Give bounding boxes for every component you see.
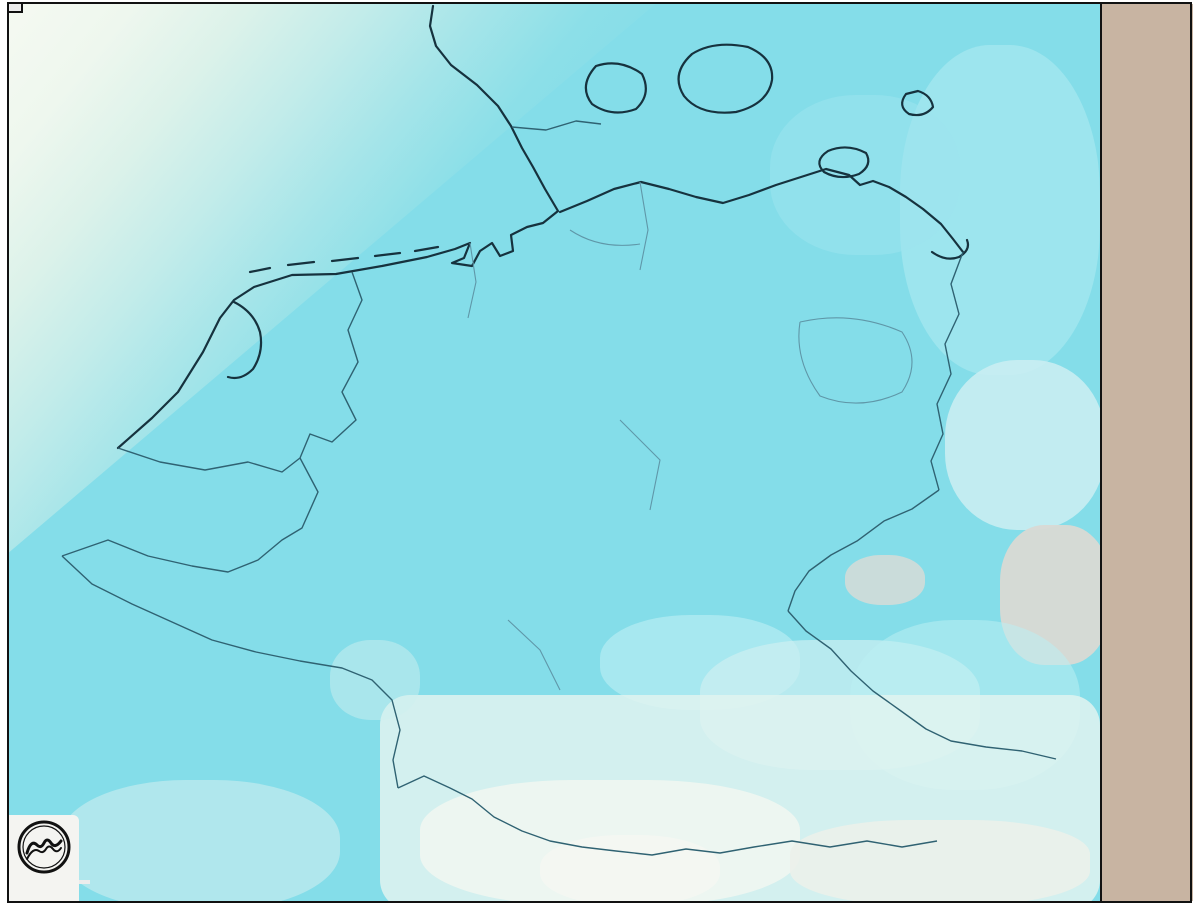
cloud-patch	[60, 780, 340, 901]
cloud-patch	[540, 835, 720, 901]
legend-color-bar	[1105, 128, 1195, 788]
cloud-patch	[330, 640, 420, 720]
cloud-patch	[945, 360, 1100, 530]
map-background	[9, 4, 1100, 901]
cloud-patch	[790, 820, 1090, 901]
copyright-bar	[78, 880, 90, 884]
title-bar	[9, 4, 23, 13]
map-labels	[9, 4, 1100, 901]
map-borders-layer	[61, 4, 1057, 856]
cloud-patch	[845, 555, 925, 605]
cloud-patch	[770, 95, 960, 255]
metmaps-logo	[9, 815, 79, 901]
legend-sidebar	[1100, 4, 1193, 901]
metmaps-logo-icon	[17, 820, 71, 874]
map-canvas[interactable]	[9, 4, 1100, 901]
